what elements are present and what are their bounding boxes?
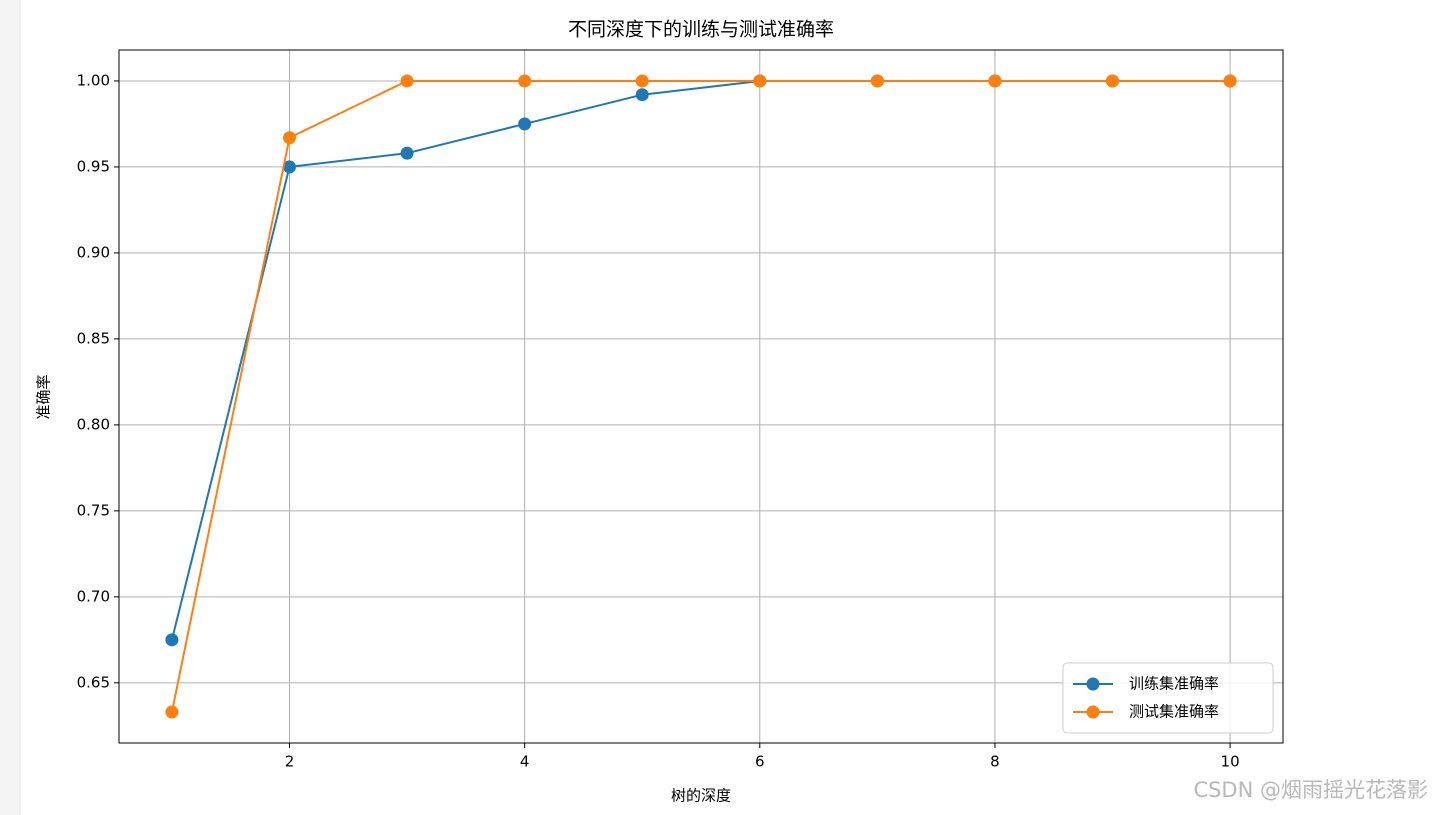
watermark: CSDN @烟雨摇光花落影 (1193, 778, 1428, 802)
data-point (870, 74, 884, 88)
data-point (400, 146, 414, 160)
legend-marker (1086, 705, 1100, 719)
x-tick-label: 8 (990, 753, 1000, 771)
legend-marker (1086, 677, 1100, 691)
legend-label: 训练集准确率 (1129, 675, 1219, 693)
legend-label: 测试集准确率 (1129, 703, 1219, 721)
series-line (170, 79, 1231, 713)
data-point (753, 74, 767, 88)
data-point (282, 131, 296, 145)
data-point (635, 74, 649, 88)
plot-frame (118, 49, 1284, 744)
data-point (1223, 74, 1237, 88)
y-tick-label: 1.00 (77, 71, 110, 89)
chart-title: 不同深度下的训练与测试准确率 (568, 19, 834, 41)
x-axis-label: 树的深度 (671, 787, 731, 805)
data-point (1106, 74, 1120, 88)
y-tick-label: 0.65 (77, 673, 110, 691)
x-tick-label: 10 (1221, 753, 1240, 771)
legend-box (1062, 662, 1274, 734)
data-point (635, 88, 649, 102)
x-tick-label: 2 (285, 753, 295, 771)
series-line (170, 79, 1231, 641)
y-tick-label: 0.85 (77, 329, 110, 347)
y-axis-label: 准确率 (35, 374, 53, 419)
y-tick-label: 0.75 (77, 501, 110, 519)
data-point (165, 633, 179, 647)
side-strip (0, 0, 20, 815)
x-tick-label: 6 (755, 753, 765, 771)
data-point (988, 74, 1002, 88)
x-tick-label: 4 (520, 753, 530, 771)
y-tick-label: 0.80 (77, 415, 110, 433)
y-tick-label: 0.90 (77, 243, 110, 261)
data-point (282, 160, 296, 174)
data-point (518, 74, 532, 88)
data-point (165, 705, 179, 719)
y-tick-label: 0.70 (77, 587, 110, 605)
y-tick-label: 0.95 (77, 157, 110, 175)
data-point (400, 74, 414, 88)
data-point (518, 117, 532, 131)
